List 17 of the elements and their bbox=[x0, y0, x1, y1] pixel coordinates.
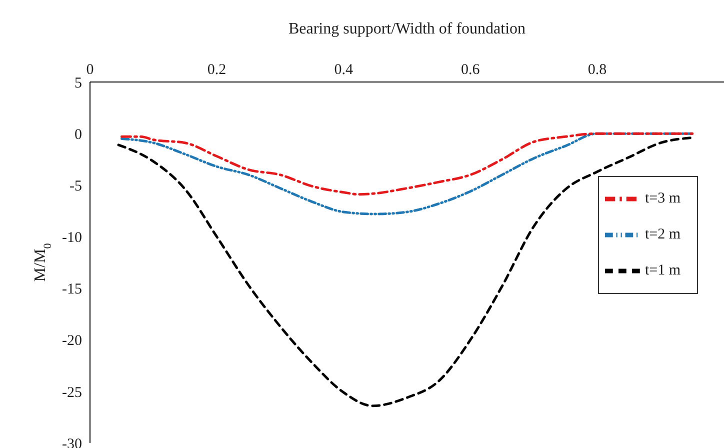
line-series bbox=[117, 136, 694, 408]
x-axis-title: Bearing support/Width of foundation bbox=[288, 20, 526, 38]
legend-label: t=1 m bbox=[645, 262, 681, 278]
y-tick-label: -15 bbox=[62, 282, 82, 298]
y-tick-label: 0 bbox=[74, 126, 82, 143]
x-tick-label: 0.4 bbox=[334, 62, 354, 78]
x-tick-label: 0.2 bbox=[207, 62, 226, 78]
y-tick-label: -25 bbox=[62, 384, 82, 401]
x-tick-label: 0 bbox=[86, 62, 94, 78]
y-tick-label: 5 bbox=[74, 75, 82, 92]
y-tick-label: -5 bbox=[70, 178, 82, 194]
legend-label: t=2 m bbox=[645, 226, 681, 242]
x-tick-label: 0.6 bbox=[461, 62, 480, 78]
y-tick-label: -10 bbox=[62, 230, 82, 246]
y-tick-label: -20 bbox=[62, 333, 82, 350]
x-tick-label: 0.8 bbox=[588, 62, 607, 78]
legend-label: t=3 m bbox=[645, 190, 681, 206]
